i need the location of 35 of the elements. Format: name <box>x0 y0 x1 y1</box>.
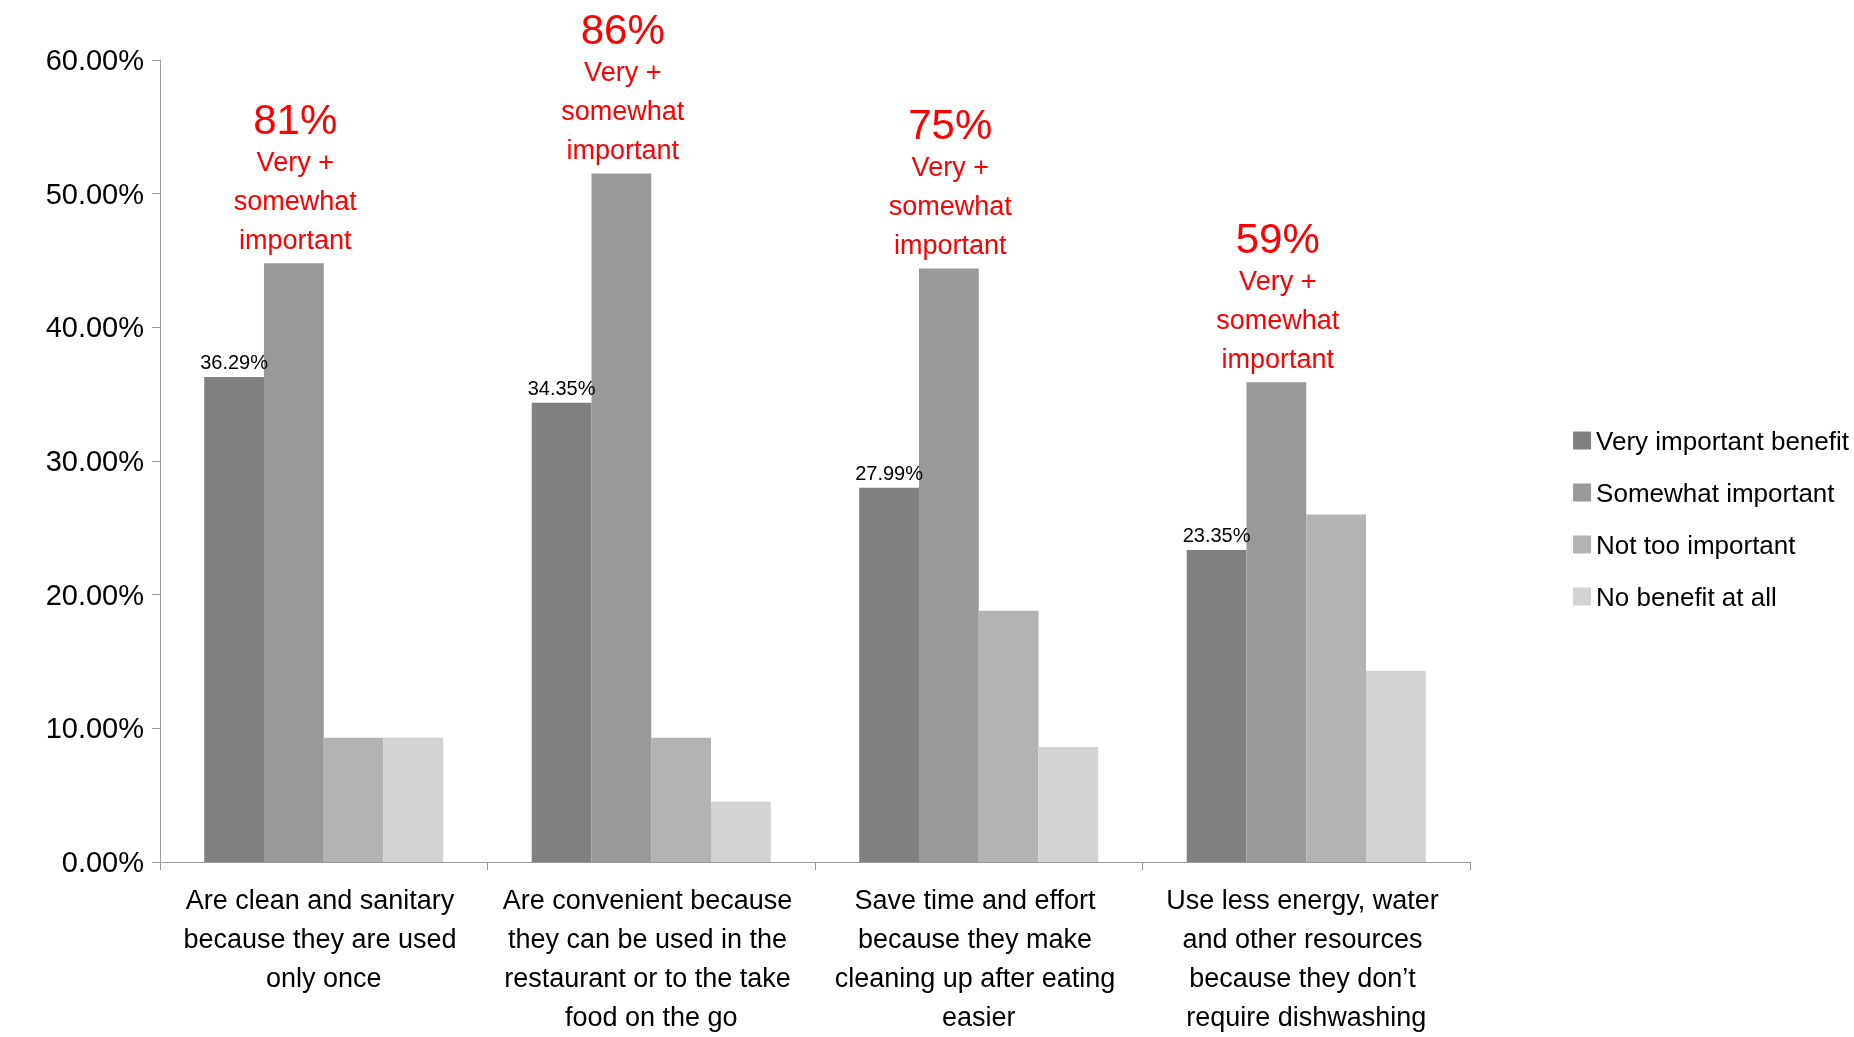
bar <box>651 737 712 862</box>
y-tick-label: 40.00% <box>45 311 144 344</box>
bar <box>323 737 384 862</box>
legend-label: No benefit at all <box>1596 581 1777 612</box>
annotation: 86% Very + somewhat important <box>561 6 685 166</box>
y-tick-label: 50.00% <box>45 177 144 210</box>
x-tick-label: Are clean and sanitary because they are used only once <box>183 884 465 993</box>
annotation: 75% Very + somewhat important <box>888 101 1013 261</box>
bar <box>1366 670 1426 862</box>
x-tick-label: Save time and effort because they make cleaning up after eating easier <box>834 884 1123 1032</box>
bar <box>531 402 592 862</box>
x-tick-label: Are convenient because they can be used in the restaurant or to the take food on the go <box>502 884 800 1032</box>
legend-label: Very important benefit <box>1596 425 1850 456</box>
y-tick-label: 20.00% <box>45 578 144 611</box>
bar <box>1038 747 1099 862</box>
y-tick-label: 10.00% <box>45 712 144 745</box>
bar <box>204 376 264 862</box>
data-label: 23.35% <box>1182 523 1251 546</box>
bar <box>859 487 919 862</box>
y-tick-label: 60.00% <box>45 44 144 76</box>
bar <box>1306 514 1367 862</box>
bar <box>383 737 444 862</box>
y-tick-label: 30.00% <box>45 445 144 477</box>
x-tick-label: Use less energy, water and other resources because they don’t require dishwashing <box>1166 884 1447 1032</box>
data-label: 27.99% <box>855 461 924 484</box>
bar <box>978 610 1039 862</box>
legend-label: Not too important <box>1596 529 1797 560</box>
annotation: 59% Very + somewhat important <box>1216 214 1340 374</box>
bar <box>711 801 771 862</box>
data-label: 34.35% <box>527 376 596 399</box>
y-tick-label: 0.00% <box>61 846 144 878</box>
annotation: 81% Very + somewhat important <box>233 95 358 255</box>
legend-label: Somewhat important <box>1596 477 1836 508</box>
data-label: 36.29% <box>200 350 269 373</box>
bar <box>1186 549 1247 862</box>
